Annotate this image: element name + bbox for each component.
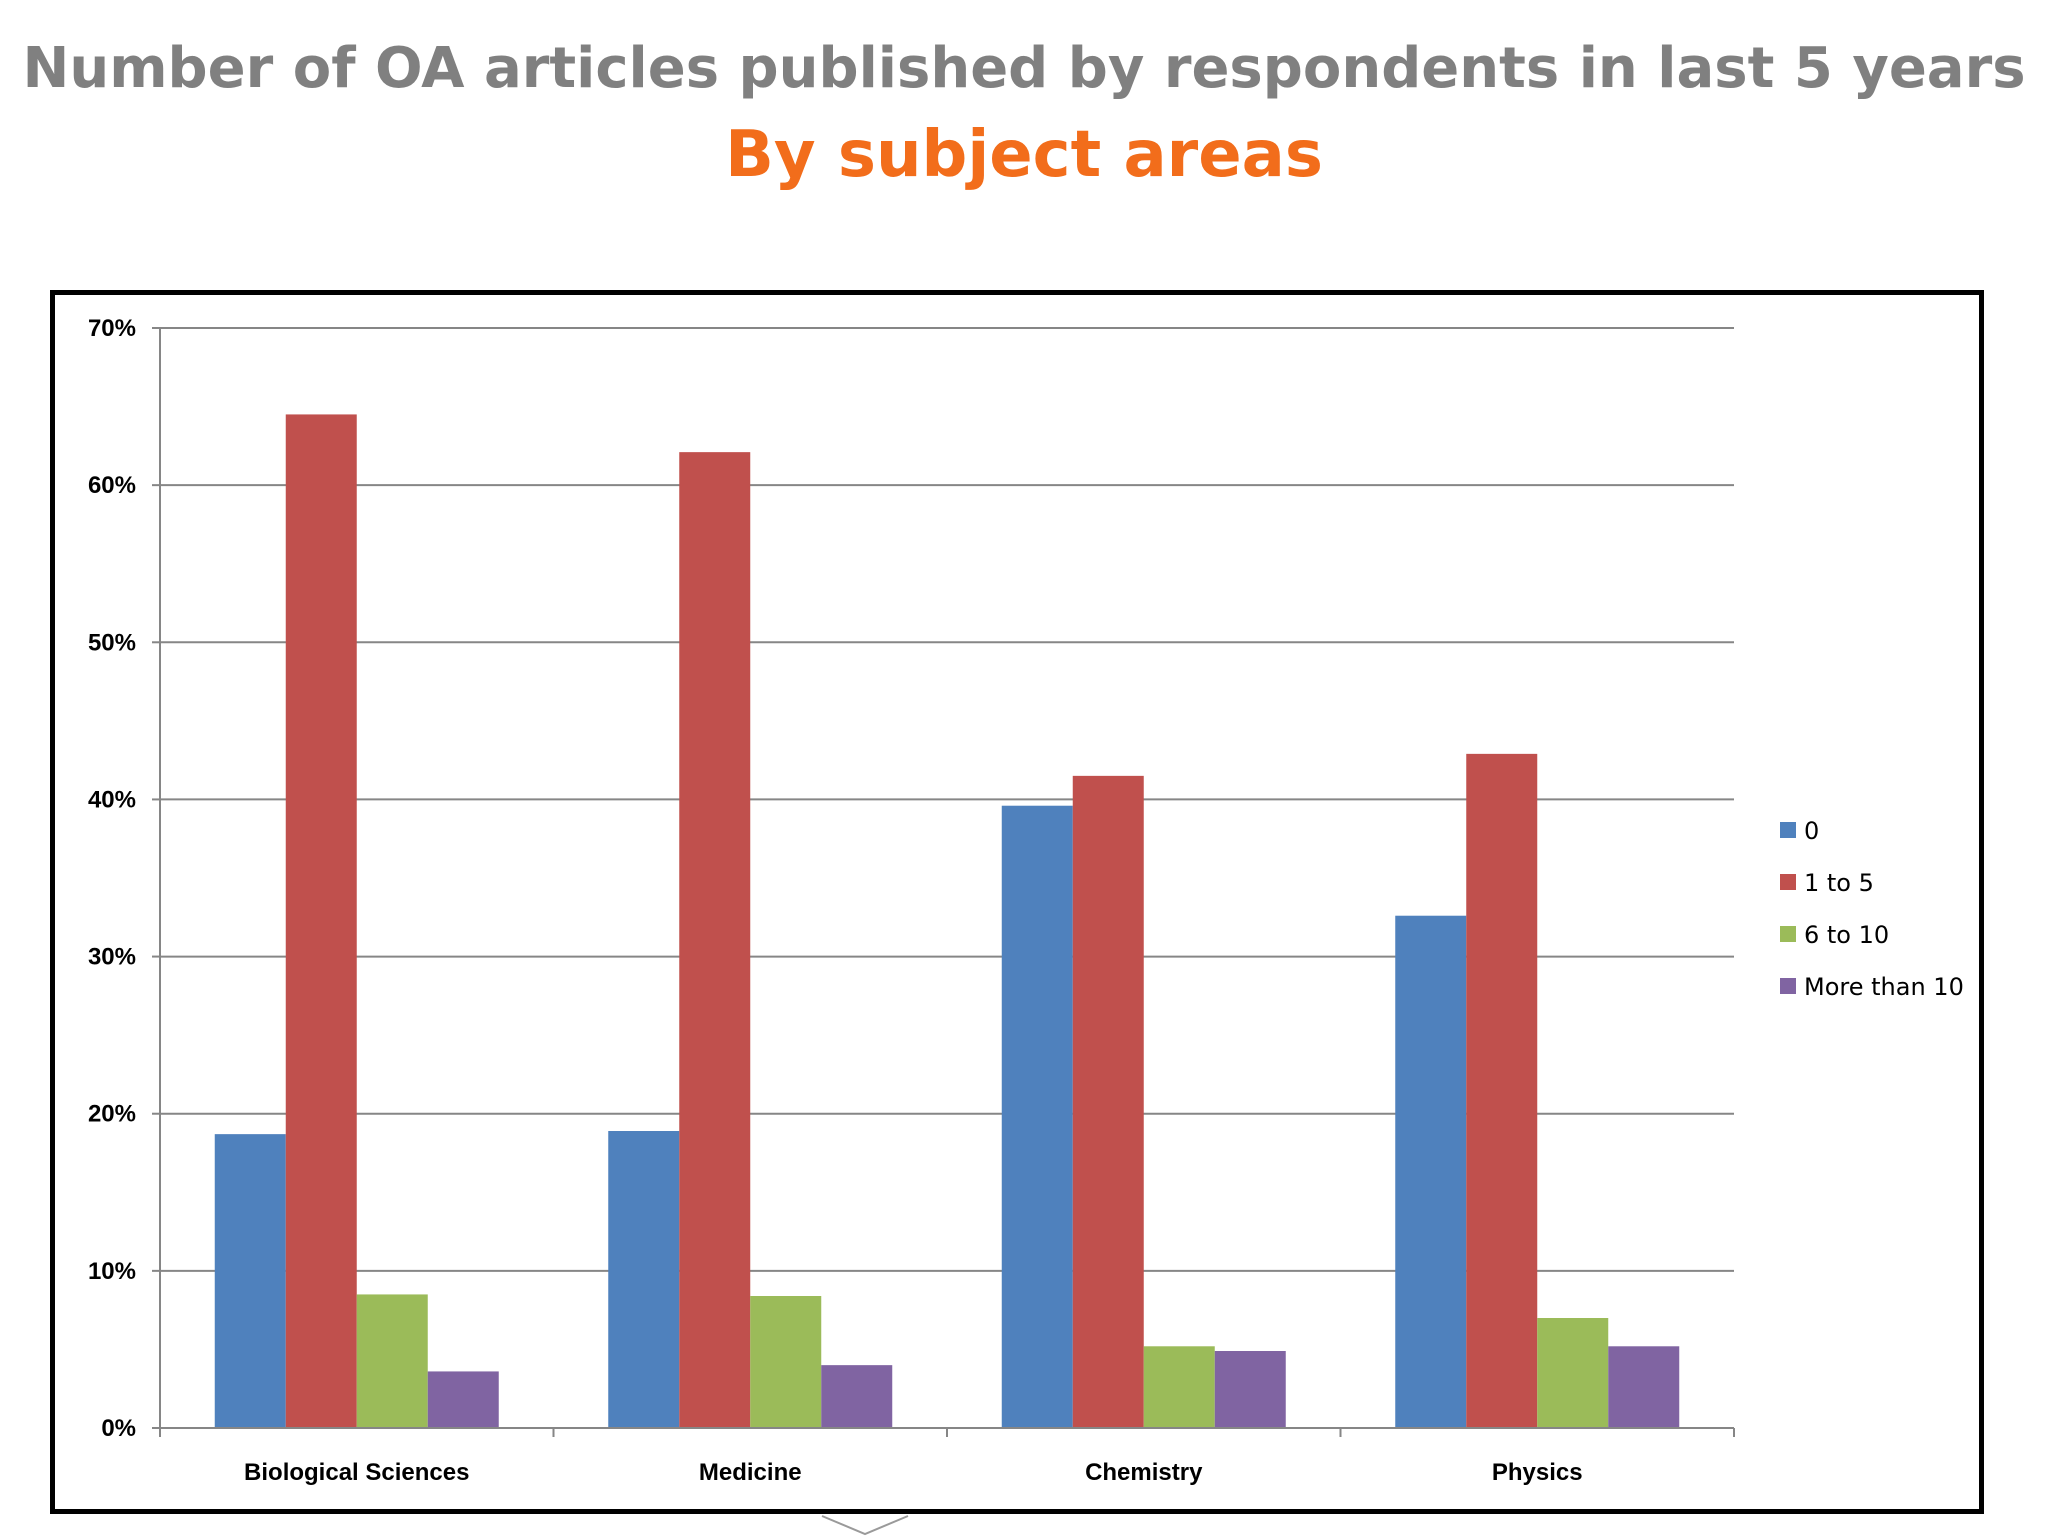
legend-swatch — [1780, 822, 1796, 838]
bar — [1537, 1318, 1609, 1428]
y-tick-label: 0% — [101, 1415, 136, 1442]
y-tick-label: 30% — [88, 944, 136, 971]
y-tick-label: 50% — [88, 629, 136, 656]
bar — [1072, 775, 1144, 1428]
legend-swatch — [1780, 926, 1796, 942]
bar — [285, 414, 357, 1428]
y-tick-label: 10% — [88, 1258, 136, 1285]
legend-swatch — [1780, 978, 1796, 994]
bar — [1395, 915, 1467, 1428]
y-tick-label: 60% — [88, 472, 136, 499]
bar — [1214, 1351, 1286, 1428]
bar — [750, 1296, 822, 1428]
decorative-chevron — [821, 1515, 909, 1536]
bar — [821, 1365, 893, 1428]
x-tick-label: Chemistry — [1085, 1459, 1203, 1486]
bar-chart: 0% 10% 20% 30% 40% 50% 60% 70% Biological Scienc… — [88, 315, 1964, 1486]
bar — [1001, 805, 1073, 1428]
legend-swatch — [1780, 874, 1796, 890]
bar — [214, 1134, 286, 1428]
bar — [1143, 1346, 1215, 1428]
x-tick-label: Physics — [1492, 1459, 1583, 1486]
x-tick-label: Biological Sciences — [244, 1459, 469, 1486]
legend-label: More than 10 — [1804, 973, 1964, 1001]
bars — [214, 414, 1680, 1429]
bar — [1608, 1346, 1680, 1428]
legend-label: 1 to 5 — [1804, 869, 1874, 897]
legend-label: 0 — [1804, 817, 1819, 845]
axes: 0% 10% 20% 30% 40% 50% 60% 70% Biological Scienc… — [88, 315, 1735, 1486]
bar — [356, 1294, 428, 1428]
legend-label: 6 to 10 — [1804, 921, 1889, 949]
bar — [608, 1131, 680, 1428]
chart-subtitle: By subject areas — [725, 118, 1323, 192]
chart-title: Number of OA articles published by respo… — [22, 36, 2026, 101]
bar — [679, 452, 751, 1429]
x-tick-label: Medicine — [699, 1459, 802, 1486]
bar — [1466, 753, 1538, 1428]
y-tick-label: 70% — [88, 315, 136, 342]
y-tick-label: 40% — [88, 786, 136, 813]
bar — [427, 1371, 499, 1428]
y-tick-label: 20% — [88, 1101, 136, 1128]
chart-frame: 0% 10% 20% 30% 40% 50% 60% 70% Biological Scienc… — [50, 290, 1984, 1514]
legend: 0 1 to 5 6 to 10 More than 10 — [1780, 817, 1964, 1001]
gridlines — [160, 327, 1734, 1272]
